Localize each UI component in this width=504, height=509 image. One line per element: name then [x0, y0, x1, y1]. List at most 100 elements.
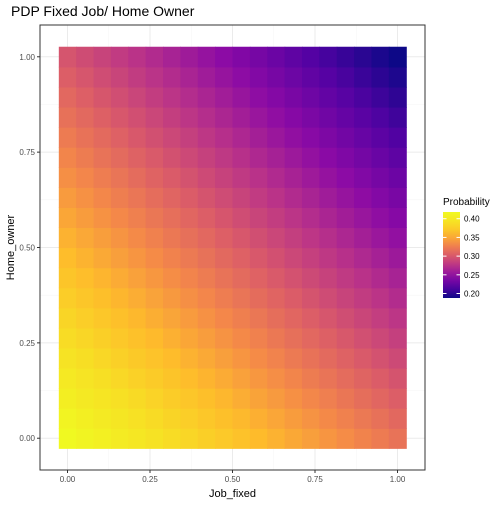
heatmap-tile	[197, 247, 216, 269]
heatmap-tile	[249, 207, 268, 229]
legend-tick-label: 0.35	[464, 233, 480, 242]
heatmap-tile	[388, 86, 407, 108]
heatmap-tile	[388, 227, 407, 249]
heatmap-tile	[284, 347, 303, 369]
heatmap-tile	[128, 187, 147, 208]
heatmap-tile	[197, 287, 216, 309]
heatmap-tile	[284, 267, 303, 289]
heatmap-tile	[354, 147, 373, 168]
heatmap-tile	[388, 46, 407, 68]
heatmap-tile	[249, 46, 268, 68]
heatmap-tile	[215, 428, 234, 449]
heatmap-tile	[197, 86, 216, 108]
legend-tick-label: 0.25	[464, 271, 480, 280]
heatmap-tile	[319, 247, 338, 269]
heatmap-tile	[319, 428, 338, 449]
heatmap-tile	[249, 227, 268, 249]
heatmap-tile	[371, 307, 390, 329]
heatmap-tile	[371, 46, 390, 68]
y-tick-label: 0.00	[19, 434, 35, 443]
heatmap-tile	[58, 187, 77, 208]
heatmap-tile	[58, 227, 77, 249]
heatmap-tile	[197, 327, 216, 349]
heatmap-tile	[215, 187, 234, 208]
heatmap-tile	[284, 408, 303, 429]
heatmap-tile	[388, 207, 407, 229]
heatmap-tile	[215, 307, 234, 329]
heatmap-tile	[249, 267, 268, 289]
heatmap-tile	[58, 267, 77, 289]
heatmap-tile	[232, 347, 251, 369]
heatmap-tile	[163, 86, 181, 108]
heatmap-tile	[388, 408, 407, 429]
heatmap-tile	[128, 388, 147, 409]
heatmap-tile	[93, 106, 112, 128]
heatmap-tile	[110, 207, 129, 229]
heatmap-tile	[128, 106, 147, 128]
heatmap-tile	[93, 307, 112, 329]
heatmap-tile	[128, 428, 147, 449]
heatmap-tile	[336, 46, 355, 68]
heatmap-tile	[336, 106, 355, 128]
heatmap-tile	[215, 247, 234, 269]
heatmap-tile	[128, 327, 147, 349]
heatmap-tile	[58, 106, 77, 128]
heatmap-tile	[267, 207, 286, 229]
heatmap-tile	[284, 86, 303, 108]
heatmap-tile	[232, 106, 251, 128]
heatmap-tile	[267, 106, 286, 128]
heatmap-tile	[232, 307, 251, 329]
heatmap-tile	[145, 347, 164, 369]
heatmap-tile	[76, 247, 95, 269]
heatmap-tile	[145, 327, 164, 349]
heatmap-tile	[110, 66, 129, 88]
heatmap-tile	[388, 347, 407, 369]
heatmap-tile	[371, 127, 390, 148]
heatmap-tile	[336, 327, 355, 349]
heatmap-tile	[163, 267, 181, 289]
heatmap-tile	[110, 267, 129, 289]
heatmap-tile	[180, 247, 199, 269]
heatmap-tile	[388, 267, 407, 289]
heatmap-tile	[76, 187, 95, 208]
heatmap-tile	[76, 86, 95, 108]
heatmap-tile	[128, 167, 147, 188]
heatmap-tile	[145, 267, 164, 289]
heatmap-tile	[58, 307, 77, 329]
heatmap-tile	[336, 167, 355, 188]
heatmap-tile	[215, 147, 234, 168]
heatmap-tile	[354, 227, 373, 249]
heatmap-tile	[76, 347, 95, 369]
heatmap-tile	[388, 388, 407, 409]
heatmap-tile	[215, 408, 234, 429]
heatmap-tile	[232, 388, 251, 409]
heatmap-tile	[93, 247, 112, 269]
heatmap-tile	[215, 66, 234, 88]
heatmap-tile	[180, 408, 199, 429]
heatmap-tile	[319, 66, 338, 88]
heatmap-tile	[232, 267, 251, 289]
heatmap-tile	[267, 367, 286, 389]
heatmap-tile	[267, 167, 286, 188]
y-tick-label: 0.25	[19, 339, 35, 348]
heatmap-tile	[267, 307, 286, 329]
heatmap-tile	[93, 66, 112, 88]
heatmap-tile	[267, 187, 286, 208]
heatmap-tile	[76, 227, 95, 249]
heatmap-tile	[336, 347, 355, 369]
heatmap-tile	[336, 428, 355, 449]
heatmap-tile	[319, 307, 338, 329]
heatmap-tile	[232, 147, 251, 168]
heatmap-tile	[163, 66, 181, 88]
heatmap-tile	[76, 388, 95, 409]
heatmap-tile	[371, 187, 390, 208]
heatmap-tile	[145, 66, 164, 88]
heatmap-tile	[58, 247, 77, 269]
heatmap-tile	[180, 187, 199, 208]
heatmap-tile	[232, 327, 251, 349]
heatmap-tile	[93, 267, 112, 289]
heatmap-tile	[371, 227, 390, 249]
heatmap-tile	[371, 267, 390, 289]
heatmap-tile	[58, 86, 77, 108]
